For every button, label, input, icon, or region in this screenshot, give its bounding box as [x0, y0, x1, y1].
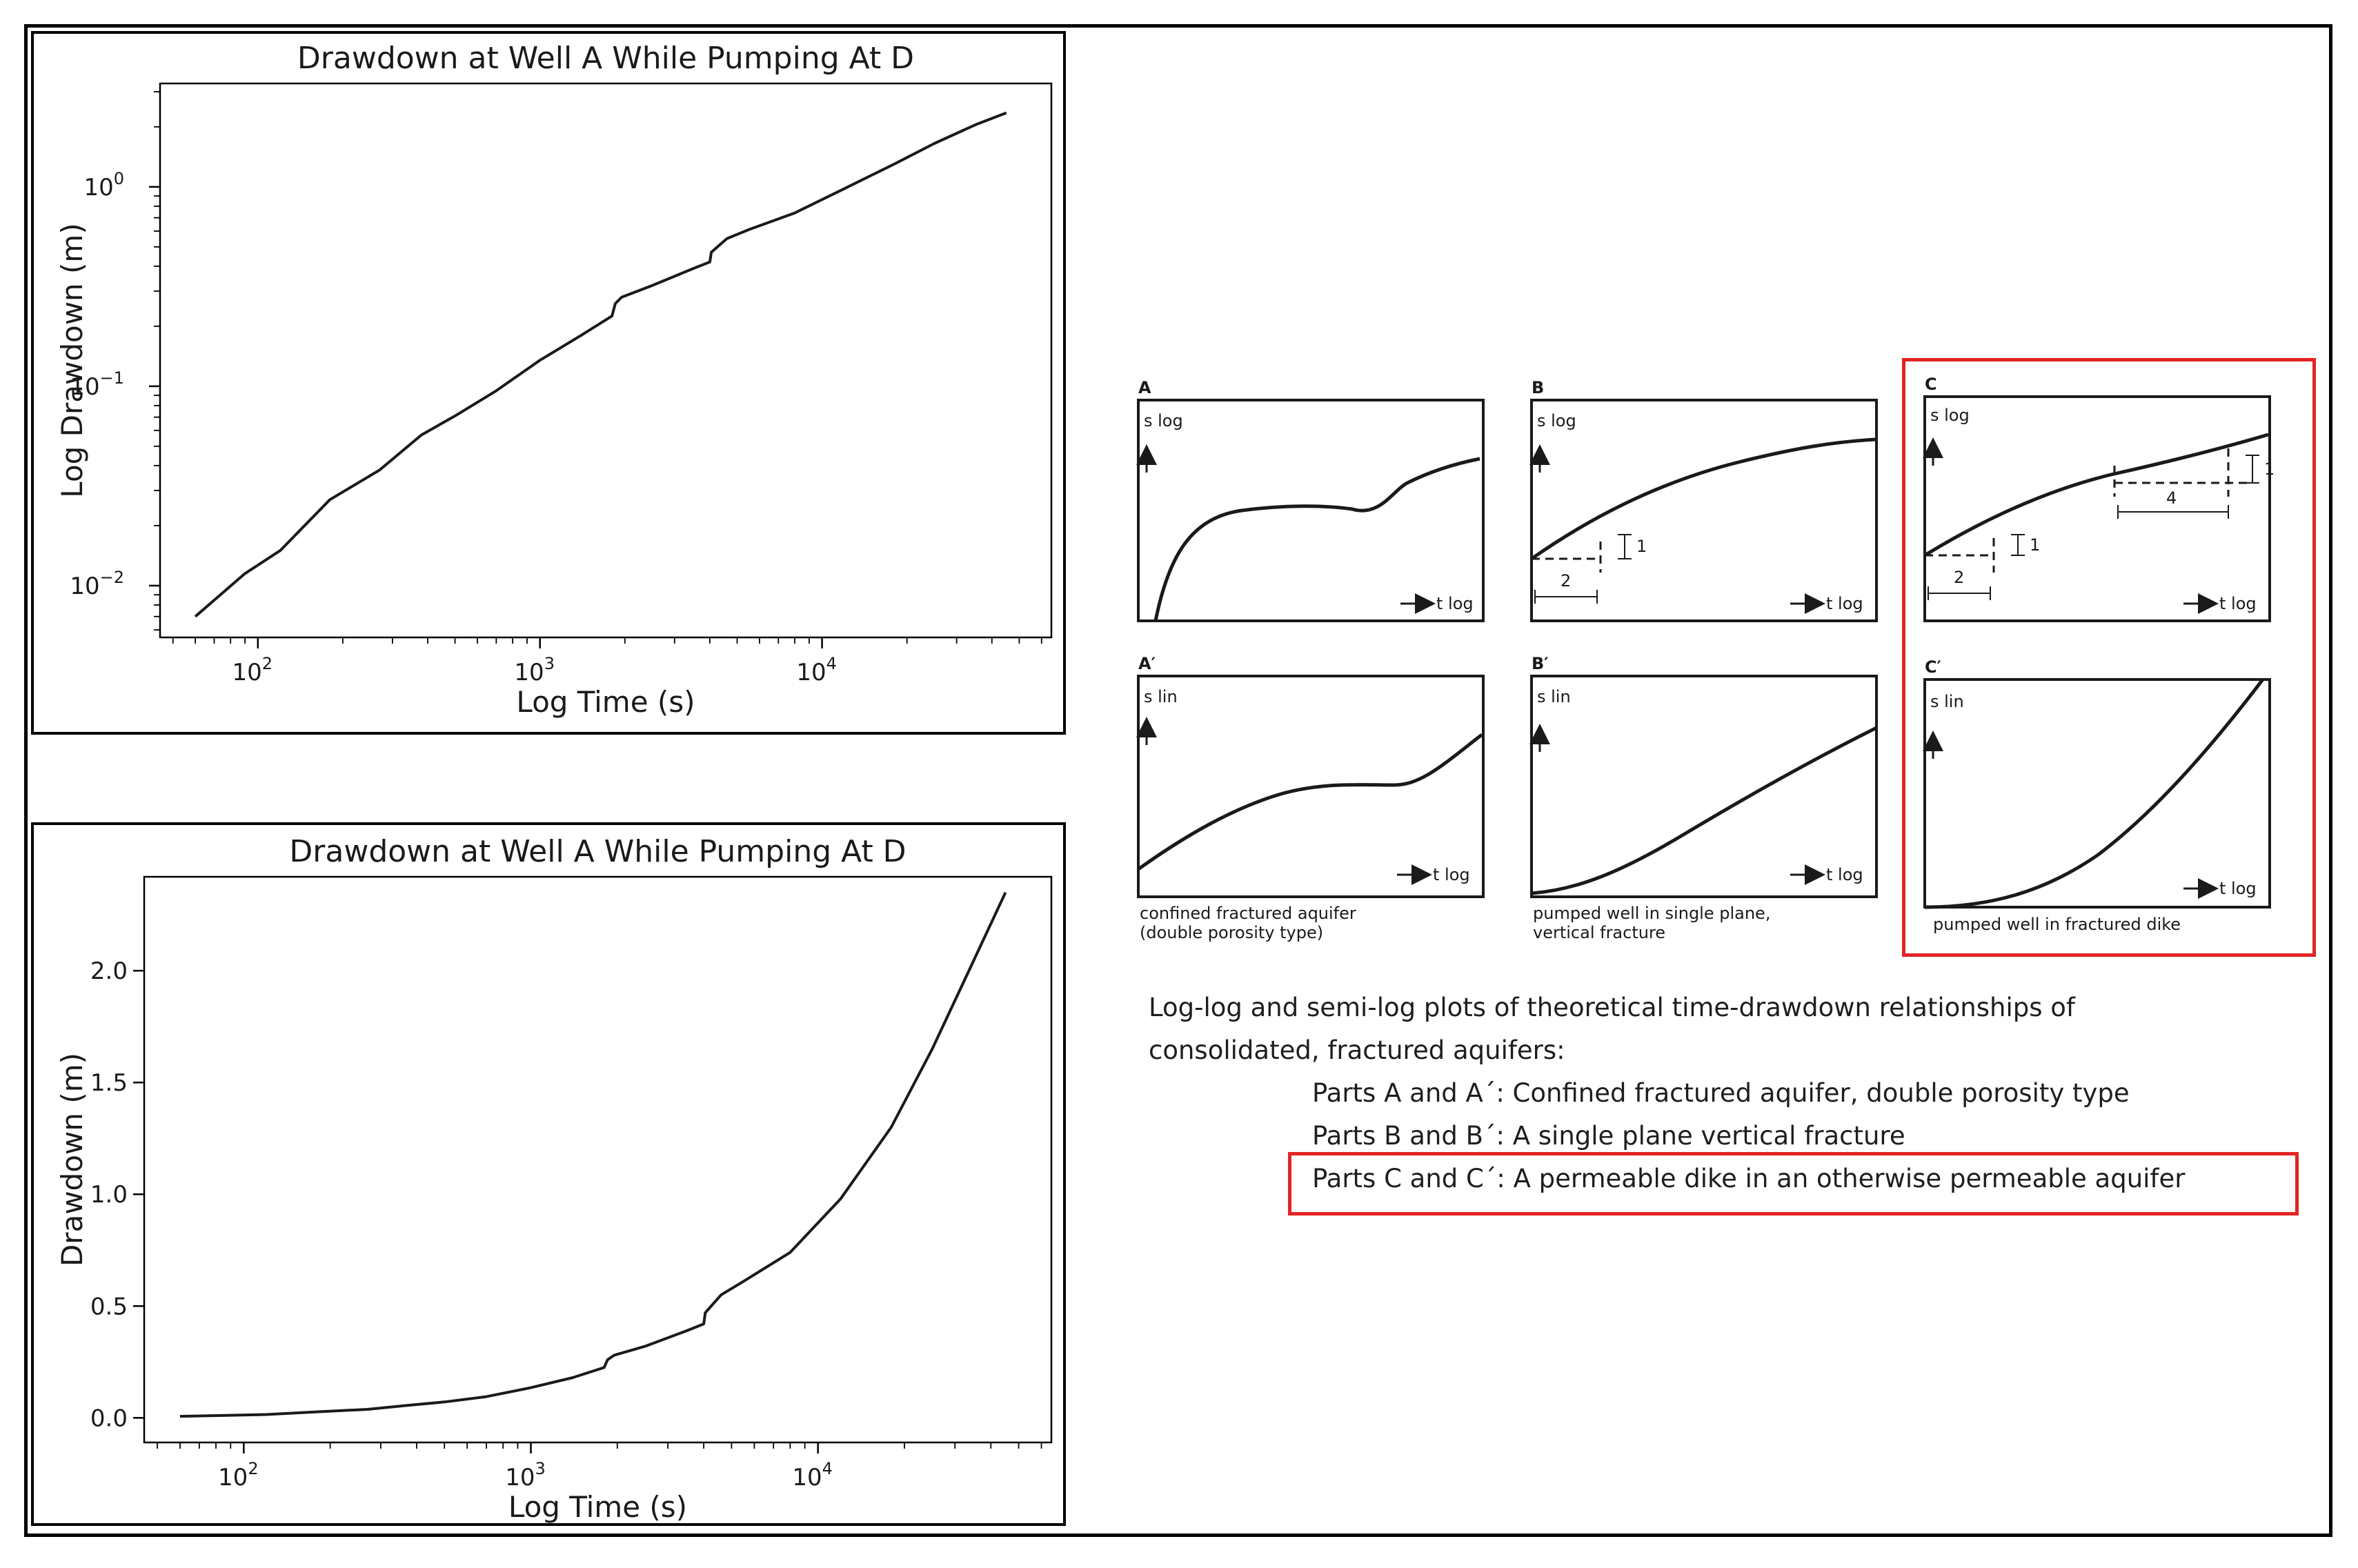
x-axis-label-0: Log Time (s) [516, 685, 695, 719]
y-tick-label: 0.5 [90, 1293, 128, 1320]
panel-c-curve [1923, 433, 2269, 557]
panel-c-ylabel: s log [1930, 406, 1970, 425]
panel-c-arrow-rise2 [2246, 455, 2259, 484]
semilog-chart-frame: Drawdown at Well A While Pumping At D Log… [31, 822, 1066, 1526]
panel-c [1923, 395, 2271, 622]
semilog-drawdown-chart: Drawdown at Well A While Pumping At D Log… [55, 834, 1053, 1524]
panel-c-prime-xlabel: t log [2219, 879, 2257, 898]
panel-b-xlabel: t log [1826, 594, 1863, 613]
panel-b-rise-label: 1 [1636, 537, 1647, 556]
x-tick-label: 103 [514, 654, 555, 686]
panel-b-box [1530, 399, 1878, 622]
panel-a-prime-box [1137, 675, 1485, 898]
y-tick-label: 0.0 [90, 1405, 128, 1432]
panel-c-arrow-run2 [2117, 505, 2229, 519]
chart-title-0: Drawdown at Well A While Pumping At D [297, 41, 914, 76]
x-tick-label: 102 [218, 1459, 259, 1491]
panel-c-box [1923, 395, 2271, 622]
theory-panels-figure: A B C A′ B′ C′ s log s log s log s lin s… [1136, 375, 2275, 942]
panel-c-rise-label: 1 [2030, 535, 2040, 555]
y-tick-label: 1.0 [90, 1181, 128, 1209]
panel-c-prime-box [1923, 678, 2271, 909]
panel-c-tag: C [1925, 375, 1937, 394]
figure-caption: Log-log and semi-log plots of theoretica… [1149, 986, 2287, 1200]
y-axis-label-1: Drawdown (m) [55, 1053, 89, 1267]
caption-part-a: Parts A and A´: Confined fractured aquif… [1312, 1078, 2130, 1108]
panel-c-prime-curve [1924, 678, 2264, 909]
panel-c-xlabel: t log [2219, 594, 2257, 613]
x-tick-label: 103 [505, 1459, 546, 1491]
panel-a-prime-curve [1137, 733, 1483, 871]
loglog-drawdown-chart: Drawdown at Well A While Pumping At D Log… [55, 41, 1053, 719]
panel-c-prime-tag: C′ [1925, 657, 1941, 677]
panel-c-run-label: 2 [1954, 568, 1964, 587]
panel-a-prime-ylabel: s lin [1144, 687, 1178, 706]
panel-a-prime-tag: A′ [1138, 654, 1156, 673]
y-tick-label: 100 [83, 169, 124, 201]
panel-b-curve [1530, 437, 1877, 561]
x-tick-label: 104 [792, 1459, 833, 1491]
panel-a-curve [1153, 457, 1480, 622]
y-tick-label: 10−2 [70, 568, 124, 600]
plot-area-0 [159, 82, 1053, 639]
caption-intro-line-2: consolidated, fractured aquifers: [1149, 1035, 1565, 1065]
caption-part-c: Parts C and C´: A permeable dike in an o… [1312, 1164, 2186, 1193]
panel-b-prime-xlabel: t log [1826, 865, 1863, 884]
panel-b-prime-ylabel: s lin [1537, 687, 1571, 706]
panel-a [1137, 399, 1485, 622]
panel-a-prime-xlabel: t log [1433, 865, 1470, 884]
panel-c-run2-label: 4 [2166, 488, 2177, 508]
drawdown-series-line-0 [194, 111, 1007, 618]
panel-b-prime [1530, 675, 1878, 898]
panel-c-prime-ylabel: s lin [1930, 692, 1964, 711]
panel-b-arrow-run [1534, 590, 1598, 604]
panel-b-dash [1532, 542, 1602, 573]
y-tick-label: 10−1 [70, 368, 124, 401]
panel-a-tag: A [1138, 378, 1151, 397]
panel-b-arrow-rise [1618, 534, 1632, 559]
panel-a-caption-1: confined fractured aquifer [1140, 904, 1356, 923]
loglog-chart-frame: Drawdown at Well A While Pumping At D Log… [31, 31, 1066, 735]
panel-b-run-label: 2 [1561, 571, 1571, 591]
panel-b-caption-2: vertical fracture [1533, 923, 1665, 942]
y-tick-label: 1.5 [90, 1069, 128, 1097]
panel-b-tag: B [1532, 378, 1544, 397]
panel-c-caption-1: pumped well in fractured dike [1933, 915, 2181, 934]
panel-c-arrow-rise [2011, 534, 2025, 556]
panel-a-box [1137, 399, 1485, 622]
panel-b-ylabel: s log [1537, 411, 1576, 430]
panel-a-xlabel: t log [1436, 594, 1474, 613]
highlight-panels-c [1902, 358, 2316, 957]
caption-part-b: Parts B and B´: A single plane vertical … [1312, 1121, 1905, 1151]
plot-area-1 [143, 875, 1053, 1444]
drawdown-series-line-1 [179, 891, 1007, 1418]
panel-a-caption-2: (double porosity type) [1140, 923, 1323, 942]
x-axis-label-1: Log Time (s) [508, 1490, 687, 1523]
y-tick-label: 2.0 [90, 957, 128, 985]
panel-c-prime [1923, 678, 2271, 909]
panel-c-arrow-run [1928, 586, 1991, 600]
caption-intro-line-1: Log-log and semi-log plots of theoretica… [1149, 993, 2075, 1022]
x-tick-label: 102 [232, 654, 273, 686]
panel-c-rise2-label: 1 [2264, 459, 2275, 479]
panel-a-ylabel: s log [1144, 411, 1183, 430]
panel-b-prime-curve [1531, 726, 1878, 895]
panel-b-caption-1: pumped well in single plane, [1533, 904, 1770, 923]
panel-b-prime-box [1530, 675, 1878, 898]
panel-c-dash [1925, 448, 2249, 573]
panel-b [1530, 399, 1878, 622]
panel-b-prime-tag: B′ [1532, 654, 1549, 673]
outer-frame [24, 24, 2332, 1537]
axis-arrows [1136, 437, 2219, 899]
highlight-part-c [1288, 1152, 2299, 1215]
x-tick-label: 104 [796, 654, 837, 686]
chart-title-1: Drawdown at Well A While Pumping At D [289, 834, 906, 869]
y-axis-label-0: Log Drawdown (m) [55, 223, 89, 497]
panel-a-prime [1137, 675, 1485, 898]
